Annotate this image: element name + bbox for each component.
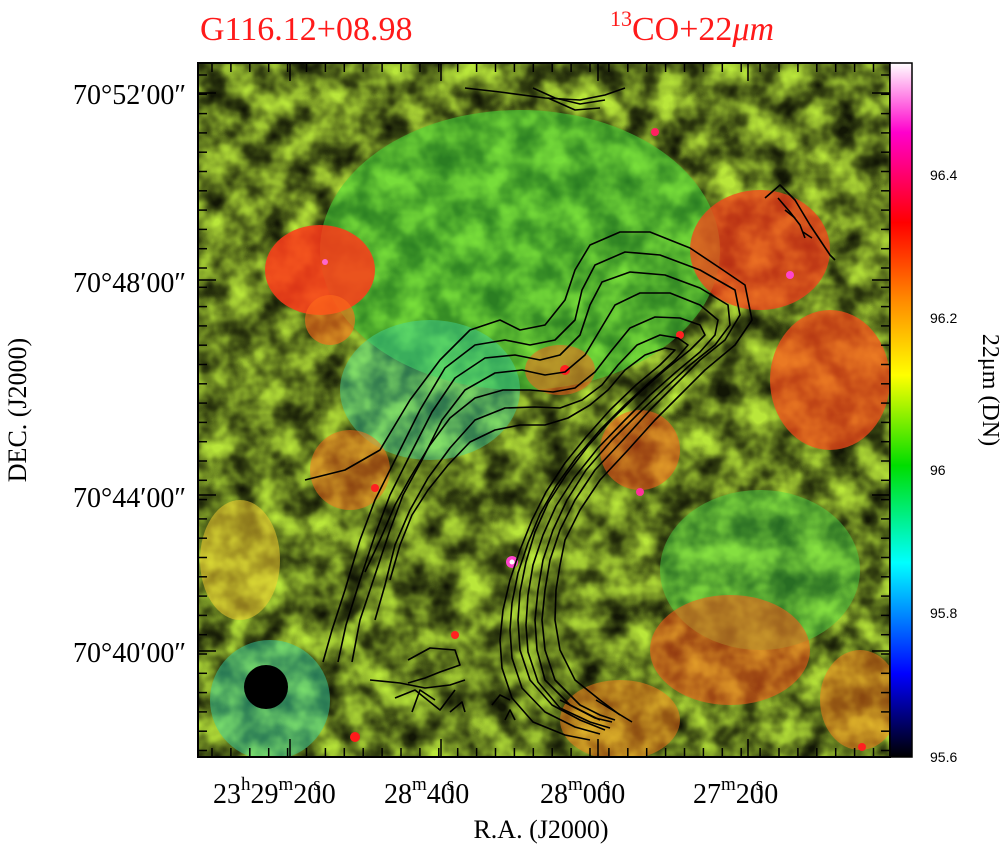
tracer-title: 13CO+22μm xyxy=(610,6,774,48)
x-axis-label: R.A. (J2000) xyxy=(473,815,608,844)
dec-tick-label: 70°48′00″ xyxy=(73,268,186,299)
co-contours xyxy=(304,87,836,741)
colorbar-tick-label: 96.4 xyxy=(930,167,957,183)
dec-tick-labels: 70°52′00″ 70°48′00″ 70°44′00″ 70°40′00″ xyxy=(73,80,186,669)
colorbar-tick-label: 96 xyxy=(930,462,946,478)
colorbar-tick-label: 95.8 xyxy=(930,605,957,621)
colorbar xyxy=(889,62,913,758)
colorbar-title: 22μm (DN) xyxy=(977,334,1003,446)
beam-marker xyxy=(244,665,288,709)
colorbar-labels: 96.4 96.2 96 95.8 95.6 xyxy=(930,167,957,765)
dec-tick-label: 70°52′00″ xyxy=(73,80,186,111)
colorbar-tick-label: 95.6 xyxy=(930,749,957,765)
ra-tick-label: 23h29m20s.0 xyxy=(213,774,336,810)
dec-tick-label: 70°40′00″ xyxy=(73,638,186,669)
ra-tick-label: 28m40s.0 xyxy=(384,774,469,810)
source-title: G116.12+08.98 xyxy=(200,11,412,48)
ra-tick-labels: 23h29m20s.0 28m40s.0 28m00s.0 27m20s.0 xyxy=(213,774,778,810)
y-axis-label: DEC. (J2000) xyxy=(3,338,32,482)
colorbar-tick-label: 96.2 xyxy=(930,310,957,326)
ra-tick-label: 27m20s.0 xyxy=(693,774,778,810)
dec-tick-label: 70°44′00″ xyxy=(73,483,186,514)
axis-ticks xyxy=(198,63,900,757)
ra-tick-label: 28m00s.0 xyxy=(540,774,625,810)
intensity-map xyxy=(198,63,890,757)
